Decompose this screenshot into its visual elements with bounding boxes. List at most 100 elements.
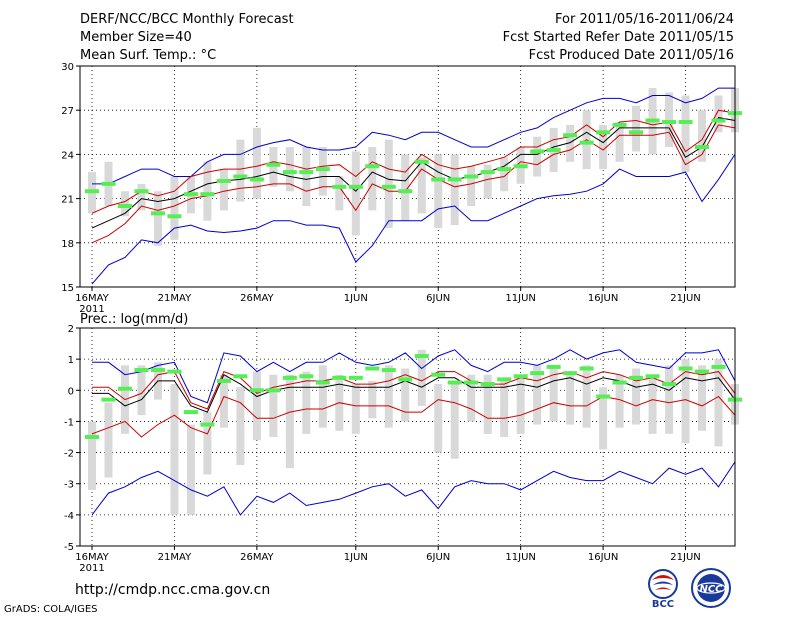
median-marker (662, 382, 677, 387)
median-marker (563, 133, 578, 138)
panel-1 (76, 65, 742, 291)
ensemble-box (104, 402, 113, 478)
ensemble-box (714, 95, 723, 133)
upper-bound-line (92, 87, 735, 185)
ensemble-box (698, 365, 707, 431)
ensemble-box (219, 374, 228, 428)
median-marker (365, 164, 380, 169)
median-marker (315, 380, 330, 385)
ensemble-box (483, 164, 492, 199)
ensemble-box (467, 166, 476, 206)
x-tick-label: 16JUN (588, 293, 618, 304)
median-marker (513, 164, 528, 169)
median-marker (216, 178, 231, 183)
y-tick-label: 24 (61, 150, 74, 161)
ensemble-box (533, 136, 542, 177)
median-marker (497, 167, 512, 172)
x-year-label: 2011 (79, 563, 104, 574)
panel-2 (76, 327, 742, 550)
median-marker (645, 118, 660, 123)
svg-text:NCC: NCC (699, 584, 723, 595)
ensemble-box (681, 95, 690, 173)
ensemble-box (384, 139, 393, 229)
median-marker (645, 374, 660, 379)
median-marker (398, 377, 413, 382)
ensemble-box (203, 161, 212, 221)
ensemble-box (599, 124, 608, 170)
median-marker (381, 368, 396, 373)
ensemble-box (533, 365, 542, 425)
ensemble-box (681, 359, 690, 444)
ensemble-mean-line (92, 373, 736, 413)
median-marker (414, 354, 429, 359)
median-marker (546, 147, 561, 152)
y-tick-label: 21 (61, 195, 74, 206)
ensemble-box (632, 368, 641, 425)
panel-frame (79, 65, 736, 288)
chart-title: DERF/NCC/BCC Monthly Forecast (80, 12, 294, 27)
median-marker (662, 119, 677, 124)
ensemble-box (599, 387, 608, 450)
y-tick-label: -1 (64, 417, 74, 428)
median-marker (117, 386, 132, 391)
ensemble-box (698, 110, 707, 162)
median-marker (695, 369, 710, 374)
median-marker (530, 371, 545, 376)
source-url[interactable]: http://cmdp.ncc.cma.gov.cn (75, 582, 271, 598)
median-marker (332, 375, 347, 380)
median-marker (183, 192, 198, 197)
ensemble-box (483, 374, 492, 434)
median-marker (85, 435, 99, 439)
median-marker (332, 184, 347, 189)
lower-quartile-line (91, 395, 736, 438)
x-tick-label: 6JUN (426, 552, 450, 563)
median-marker (101, 181, 116, 186)
ensemble-box (417, 349, 426, 406)
median-marker (629, 375, 644, 380)
ensemble-box (137, 183, 146, 211)
ensemble-box (500, 380, 509, 437)
lower-quartile-line (91, 124, 736, 244)
ensemble-box (203, 412, 212, 475)
ensemble-box (401, 154, 410, 221)
median-marker (464, 174, 479, 179)
ensemble-box (434, 154, 443, 229)
svg-text:BCC: BCC (652, 599, 674, 610)
y-tick-label: 0 (68, 386, 74, 397)
ensemble-box (566, 124, 575, 162)
median-marker (596, 130, 611, 135)
ensemble-box (714, 359, 723, 447)
ensemble-box (549, 365, 558, 422)
median-marker (513, 374, 528, 379)
median-marker (117, 203, 132, 208)
median-marker (348, 184, 363, 189)
ensemble-box (137, 365, 146, 416)
ensemble-box (236, 387, 245, 466)
x-tick-label: 26MAY (240, 552, 274, 563)
ensemble-box (500, 157, 509, 192)
ensemble-box (88, 421, 96, 490)
ensemble-box (417, 157, 426, 214)
y-tick-label: 30 (61, 62, 74, 73)
ensemble-box (401, 368, 410, 422)
x-tick-label: 6JUN (426, 293, 450, 304)
median-marker (447, 177, 462, 182)
median-marker (365, 366, 380, 371)
ensemble-box (285, 374, 294, 469)
y-tick-label: -3 (64, 480, 74, 491)
forecast-period: For 2011/05/16-2011/06/24 (555, 12, 734, 27)
ensemble-box (450, 380, 459, 459)
lower-bound-line (91, 461, 736, 516)
forecast-start-date: Fcst Started Refer Date 2011/05/15 (502, 30, 734, 45)
median-marker (233, 374, 248, 379)
median-marker (579, 366, 594, 371)
ensemble-box (351, 151, 360, 236)
ensemble-box (467, 374, 476, 422)
ensemble-box (368, 147, 377, 211)
ensemble-box (219, 169, 228, 211)
ensemble-box (252, 371, 261, 441)
ensemble-box (384, 365, 393, 428)
ensemble-box (269, 147, 278, 187)
y-tick-label: -2 (64, 449, 74, 460)
